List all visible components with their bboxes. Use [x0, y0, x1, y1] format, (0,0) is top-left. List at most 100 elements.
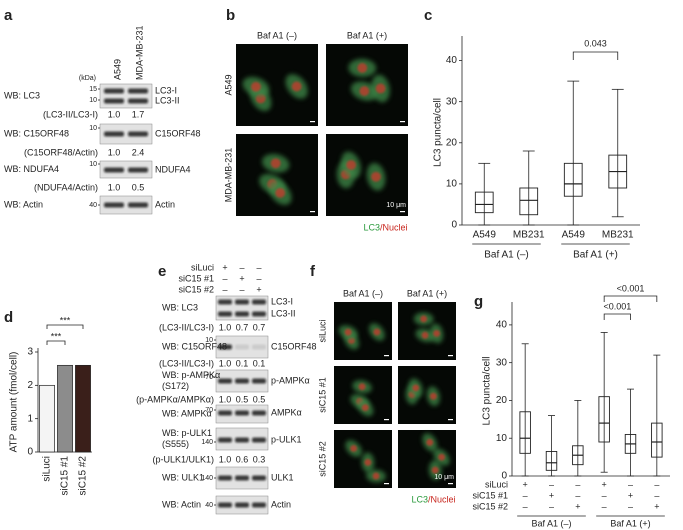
ratio-value: 1.0	[219, 394, 232, 404]
box	[598, 396, 610, 443]
condition-mark: –	[523, 490, 528, 500]
band	[252, 299, 266, 305]
kda-marker: 40	[205, 502, 213, 509]
y-tick-label: 30	[496, 357, 508, 368]
ratio-value: 1.0	[219, 322, 232, 332]
condition-label: siC15 #2	[472, 501, 508, 511]
column-label: Baf A1 (+)	[347, 30, 387, 40]
nucleus	[433, 329, 441, 337]
row-label: WB: p-ULK1	[162, 428, 212, 438]
scale-bar	[400, 121, 405, 123]
column-label: MDA-MB-231	[134, 25, 144, 80]
scale-bar	[448, 419, 453, 421]
band	[104, 202, 124, 208]
x-tick-label: MB231	[513, 230, 545, 241]
condition-mark: +	[575, 501, 580, 511]
kda-marker: 10	[89, 125, 97, 132]
legend-lc3: LC3	[363, 222, 380, 232]
band	[104, 167, 124, 173]
condition-label: siC15 #2	[178, 284, 214, 294]
band	[252, 378, 266, 384]
band-label: Actin	[271, 499, 291, 509]
nucleus	[371, 171, 381, 182]
band	[235, 299, 249, 305]
row-label: WB: p-AMPKα	[162, 370, 220, 380]
annotation: <0.001	[603, 301, 631, 311]
kda-marker: 15	[89, 86, 97, 93]
condition-mark: –	[222, 273, 227, 283]
column-label: Baf A1 (+)	[407, 288, 447, 298]
nucleus	[375, 83, 386, 94]
nucleus	[420, 315, 428, 323]
scale-bar	[384, 483, 389, 485]
y-tick-label: 30	[446, 96, 458, 107]
bracket	[603, 295, 658, 302]
legend-nuclei: /Nuclei	[380, 222, 408, 232]
y-tick-label: 2	[27, 380, 33, 391]
nucleus	[421, 331, 429, 339]
condition-mark: +	[549, 490, 554, 500]
panel-label: b	[226, 7, 235, 24]
band	[104, 131, 124, 137]
nucleus	[291, 81, 302, 92]
scale-label: 10 μm	[434, 474, 454, 481]
micrograph	[334, 366, 392, 424]
condition-mark: –	[628, 479, 633, 489]
kda-marker: 40	[89, 202, 97, 209]
panel-label: e	[158, 263, 166, 280]
condition-label: siC15 #1	[472, 490, 508, 500]
nucleus	[429, 392, 437, 400]
band	[128, 88, 148, 94]
x-tick-label: A549	[562, 230, 586, 241]
band-label: AMPKα	[271, 407, 302, 417]
condition-label: siLuci	[485, 479, 508, 489]
ratio-value: 0.7	[236, 322, 249, 332]
band	[218, 475, 232, 481]
y-tick-label: 1	[27, 413, 33, 424]
group-label: Baf A1 (–)	[484, 250, 528, 261]
y-tick-label: 20	[496, 395, 508, 406]
nucleus	[270, 158, 281, 169]
condition-mark: +	[222, 262, 227, 272]
ratio-label: (p-AMPKα/AMPKα)	[136, 394, 214, 404]
column-label: A549	[112, 59, 122, 80]
x-tick-label: siC15 #2	[78, 456, 89, 496]
nucleus	[372, 472, 380, 480]
x-tick-label: MB231	[602, 230, 634, 241]
ratio-label: (p-ULK1/ULK1)	[152, 454, 214, 464]
kda-marker: 140	[201, 439, 213, 446]
kda-marker: 140	[201, 475, 213, 482]
condition-mark: –	[549, 479, 554, 489]
condition-mark: –	[602, 490, 607, 500]
ratio-value: 0.5	[253, 394, 266, 404]
condition-mark: +	[628, 490, 633, 500]
nucleus	[361, 404, 369, 412]
nucleus	[431, 466, 439, 474]
row-label: WB: NDUFA4	[4, 164, 59, 174]
band-label: LC3-I	[271, 296, 293, 306]
band	[128, 131, 148, 137]
band-label: Actin	[155, 199, 175, 209]
micrograph	[236, 134, 318, 216]
blot	[99, 83, 153, 109]
nucleus	[373, 328, 381, 336]
band-label: LC3-II	[271, 308, 296, 318]
condition-mark: –	[549, 501, 554, 511]
nucleus	[350, 444, 358, 452]
box	[651, 422, 663, 458]
condition-mark: –	[523, 501, 528, 511]
band-label: C15ORF48	[155, 128, 201, 138]
condition-mark: –	[239, 284, 244, 294]
band-label: NDUFA4	[155, 164, 191, 174]
scale-bar	[384, 355, 389, 357]
band	[128, 167, 148, 173]
ratio-value: 0.1	[236, 358, 249, 368]
band	[235, 437, 249, 443]
bracket	[603, 313, 631, 320]
row-label: siLuci	[317, 319, 327, 342]
band	[218, 410, 232, 416]
band-label: LC3-II	[155, 95, 180, 105]
row-label: WB: Actin	[162, 499, 201, 509]
y-axis-label: LC3 puncta/cell	[482, 357, 493, 426]
